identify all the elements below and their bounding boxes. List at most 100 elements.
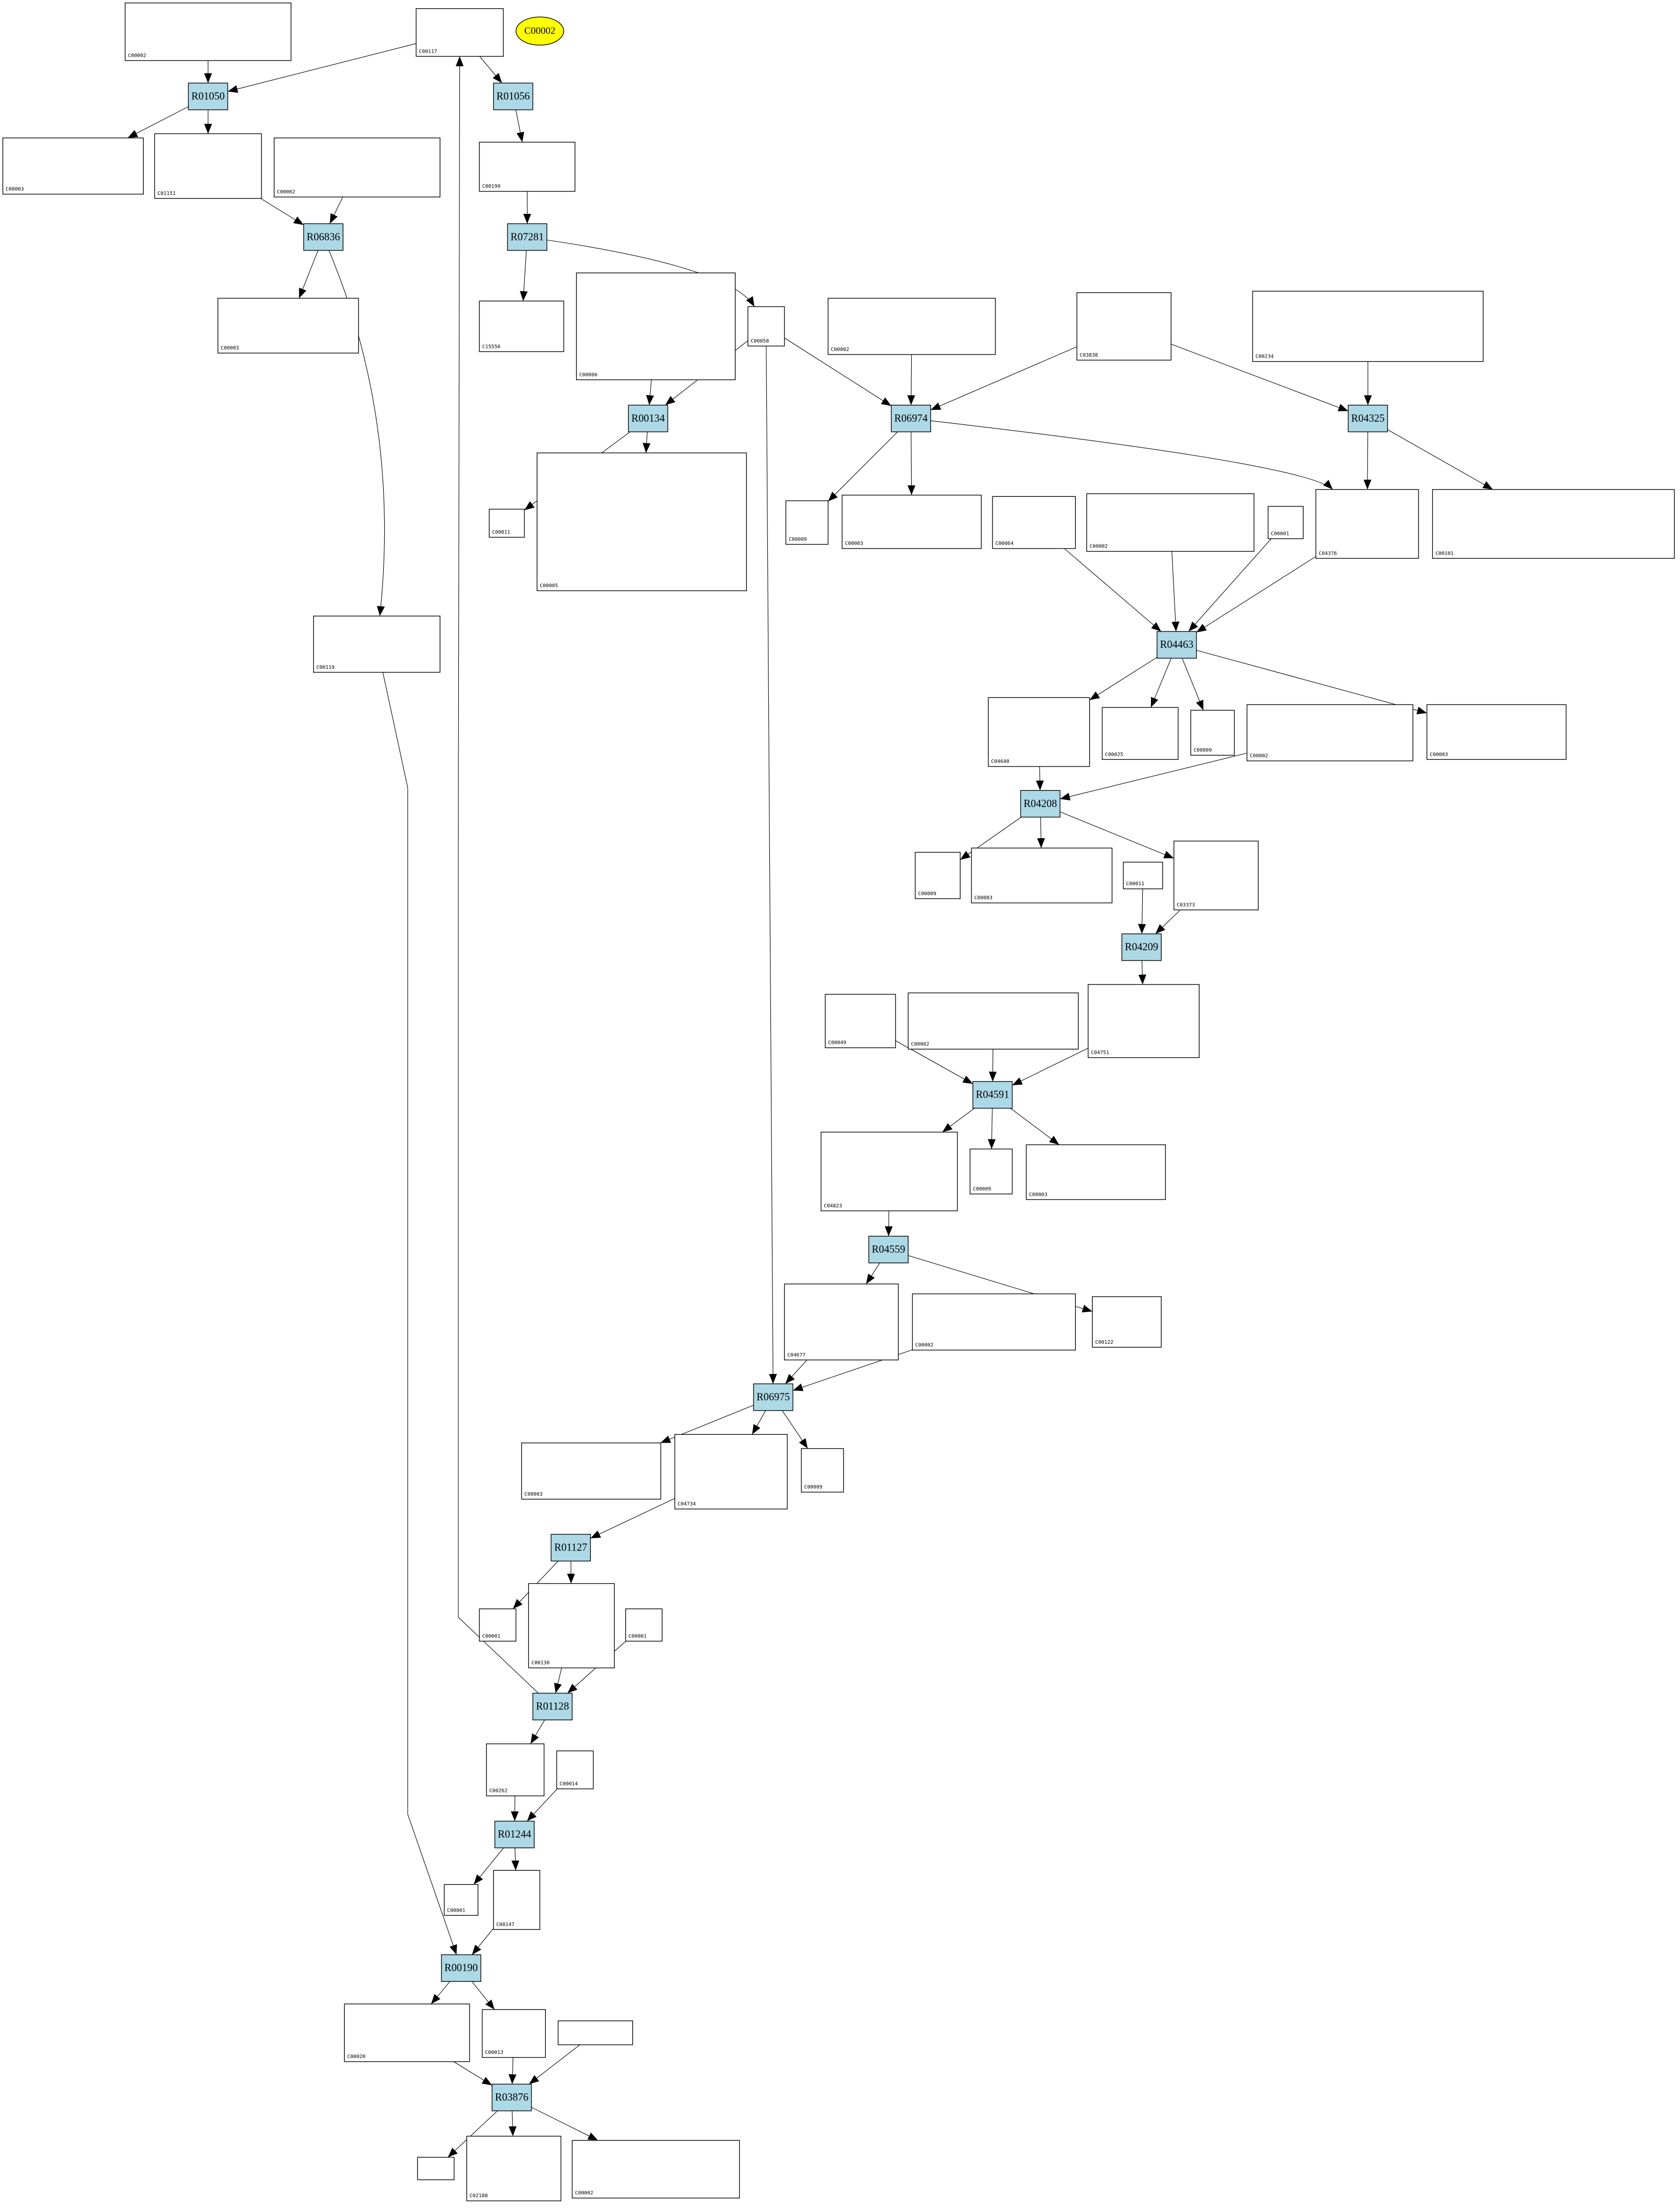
reaction-box xyxy=(492,2084,532,2111)
edge-arrow xyxy=(329,196,343,224)
edge-arrow xyxy=(1155,909,1181,934)
compound-node[interactable]: C00009 xyxy=(801,1448,844,1493)
compound-node[interactable]: C00234 xyxy=(1252,291,1484,362)
compound-node[interactable]: C03373 xyxy=(1173,840,1259,910)
compound-node[interactable]: C00122 xyxy=(1092,1296,1162,1348)
compound-node[interactable]: C00130 xyxy=(528,1583,615,1669)
reaction-node[interactable]: R04325 xyxy=(1347,404,1388,432)
compound-node[interactable]: C00013 xyxy=(481,2009,546,2058)
compound-node[interactable]: C00002 xyxy=(274,137,440,198)
edge-arrow xyxy=(431,1981,450,2004)
compound-node[interactable]: C00003 xyxy=(2,137,144,195)
compound-label: C01151 xyxy=(158,191,176,196)
compound-node[interactable]: C02188 xyxy=(466,2135,562,2201)
compound-node[interactable]: C00101 xyxy=(1432,489,1675,559)
reaction-label: R06975 xyxy=(757,1391,790,1403)
empty-compound-node[interactable] xyxy=(558,2020,633,2045)
compound-node[interactable]: C00262 xyxy=(486,1743,545,1797)
compound-node[interactable]: C00011 xyxy=(1123,862,1163,889)
compound-node[interactable]: C00002 xyxy=(124,3,292,61)
compound-node[interactable]: C00003 xyxy=(971,847,1113,904)
reaction-node[interactable]: R01128 xyxy=(532,1693,573,1720)
compound-node[interactable]: C04751 xyxy=(1088,984,1200,1058)
reaction-node[interactable]: R04559 xyxy=(868,1236,909,1263)
reaction-node[interactable]: R01050 xyxy=(188,82,228,111)
highlighted-compound-node[interactable]: C00002 xyxy=(515,16,564,46)
compound-node[interactable]: C00049 xyxy=(825,994,896,1048)
compound-node[interactable]: C00001 xyxy=(479,1608,517,1642)
compound-box xyxy=(827,298,996,355)
compound-node[interactable]: C00002 xyxy=(908,992,1079,1050)
compound-node[interactable]: C04823 xyxy=(821,1131,958,1212)
reaction-box xyxy=(628,404,669,432)
compound-node[interactable]: C00009 xyxy=(1190,710,1235,756)
compound-node[interactable]: C00002 xyxy=(1086,493,1255,552)
compound-label: C00001 xyxy=(628,1633,647,1639)
compound-box xyxy=(821,1131,958,1212)
compound-node[interactable]: C00005 xyxy=(537,452,747,592)
compound-node[interactable]: C00002 xyxy=(1246,704,1413,761)
compound-node[interactable]: C00003 xyxy=(521,1442,661,1500)
reaction-node[interactable]: R00134 xyxy=(628,404,669,432)
compound-node[interactable]: C00003 xyxy=(1426,704,1567,760)
reaction-node[interactable]: R06974 xyxy=(891,404,931,432)
compound-node[interactable]: C00003 xyxy=(217,298,359,354)
compound-node[interactable]: C04376 xyxy=(1315,489,1419,559)
compound-node[interactable]: C15556 xyxy=(479,300,564,352)
reaction-node[interactable]: R06836 xyxy=(303,223,344,251)
compound-node[interactable]: C00009 xyxy=(785,500,829,545)
compound-node[interactable]: C00003 xyxy=(1026,1144,1166,1200)
reaction-node[interactable]: R04463 xyxy=(1157,631,1197,659)
reaction-node[interactable]: R01127 xyxy=(550,1534,591,1562)
reaction-label: R07281 xyxy=(511,231,544,243)
edge-arrow xyxy=(453,2061,493,2086)
reaction-label: R01128 xyxy=(536,1701,569,1712)
edge-arrow xyxy=(472,1928,494,1955)
compound-node[interactable]: C00002 xyxy=(827,298,996,355)
compound-label: C00009 xyxy=(789,537,807,542)
reaction-box xyxy=(494,1821,535,1848)
compound-node[interactable]: C00147 xyxy=(493,1870,540,1930)
compound-node[interactable]: C00058 xyxy=(747,306,785,346)
reaction-node[interactable]: R04208 xyxy=(1020,790,1060,818)
compound-node[interactable]: C00001 xyxy=(444,1884,479,1916)
compound-node[interactable]: C00064 xyxy=(992,496,1076,549)
compound-node[interactable]: C00002 xyxy=(571,2140,740,2199)
compound-node[interactable]: C00117 xyxy=(415,8,504,57)
compound-box xyxy=(466,2135,562,2201)
compound-node[interactable]: C04677 xyxy=(784,1283,899,1361)
reaction-node[interactable]: R07281 xyxy=(507,223,547,251)
compound-node[interactable]: C04640 xyxy=(988,697,1090,767)
compound-label: C00003 xyxy=(1029,1192,1048,1198)
compound-node[interactable]: C00001 xyxy=(625,1608,663,1642)
compound-node[interactable]: C00003 xyxy=(842,494,982,549)
reaction-node[interactable]: R01056 xyxy=(493,82,534,111)
reaction-label: R01244 xyxy=(498,1829,531,1840)
reaction-node[interactable]: R06975 xyxy=(753,1383,793,1411)
compound-node[interactable]: C00025 xyxy=(1101,707,1179,760)
compound-node[interactable]: C00014 xyxy=(556,1750,594,1789)
compound-node[interactable]: C00001 xyxy=(1268,506,1304,539)
compound-node[interactable]: C00002 xyxy=(912,1293,1076,1351)
reaction-node[interactable]: R04591 xyxy=(972,1081,1013,1109)
compound-box xyxy=(571,2140,740,2199)
reaction-node[interactable]: R03876 xyxy=(492,2084,532,2111)
compound-label: C00025 xyxy=(1105,752,1123,757)
compound-box xyxy=(988,697,1090,767)
compound-label: C00001 xyxy=(482,1633,501,1639)
compound-node[interactable]: C00011 xyxy=(489,509,525,538)
compound-node[interactable]: C04734 xyxy=(674,1434,788,1510)
reaction-node[interactable]: R00190 xyxy=(441,1954,481,1982)
compound-node[interactable]: C01151 xyxy=(154,133,262,199)
compound-node[interactable]: C00009 xyxy=(969,1148,1013,1195)
compound-node[interactable]: C00199 xyxy=(479,142,576,192)
compound-node[interactable]: C00006 xyxy=(576,272,736,380)
compound-node[interactable]: C00009 xyxy=(915,851,961,899)
compound-node[interactable]: C03838 xyxy=(1076,292,1171,361)
reaction-node[interactable]: R04209 xyxy=(1121,933,1162,961)
edge-arrow xyxy=(1387,429,1493,490)
reaction-node[interactable]: R01244 xyxy=(494,1821,535,1848)
compound-node[interactable]: C00020 xyxy=(344,2003,470,2062)
empty-compound-node[interactable] xyxy=(417,2157,455,2180)
compound-node[interactable]: C00119 xyxy=(313,616,440,673)
